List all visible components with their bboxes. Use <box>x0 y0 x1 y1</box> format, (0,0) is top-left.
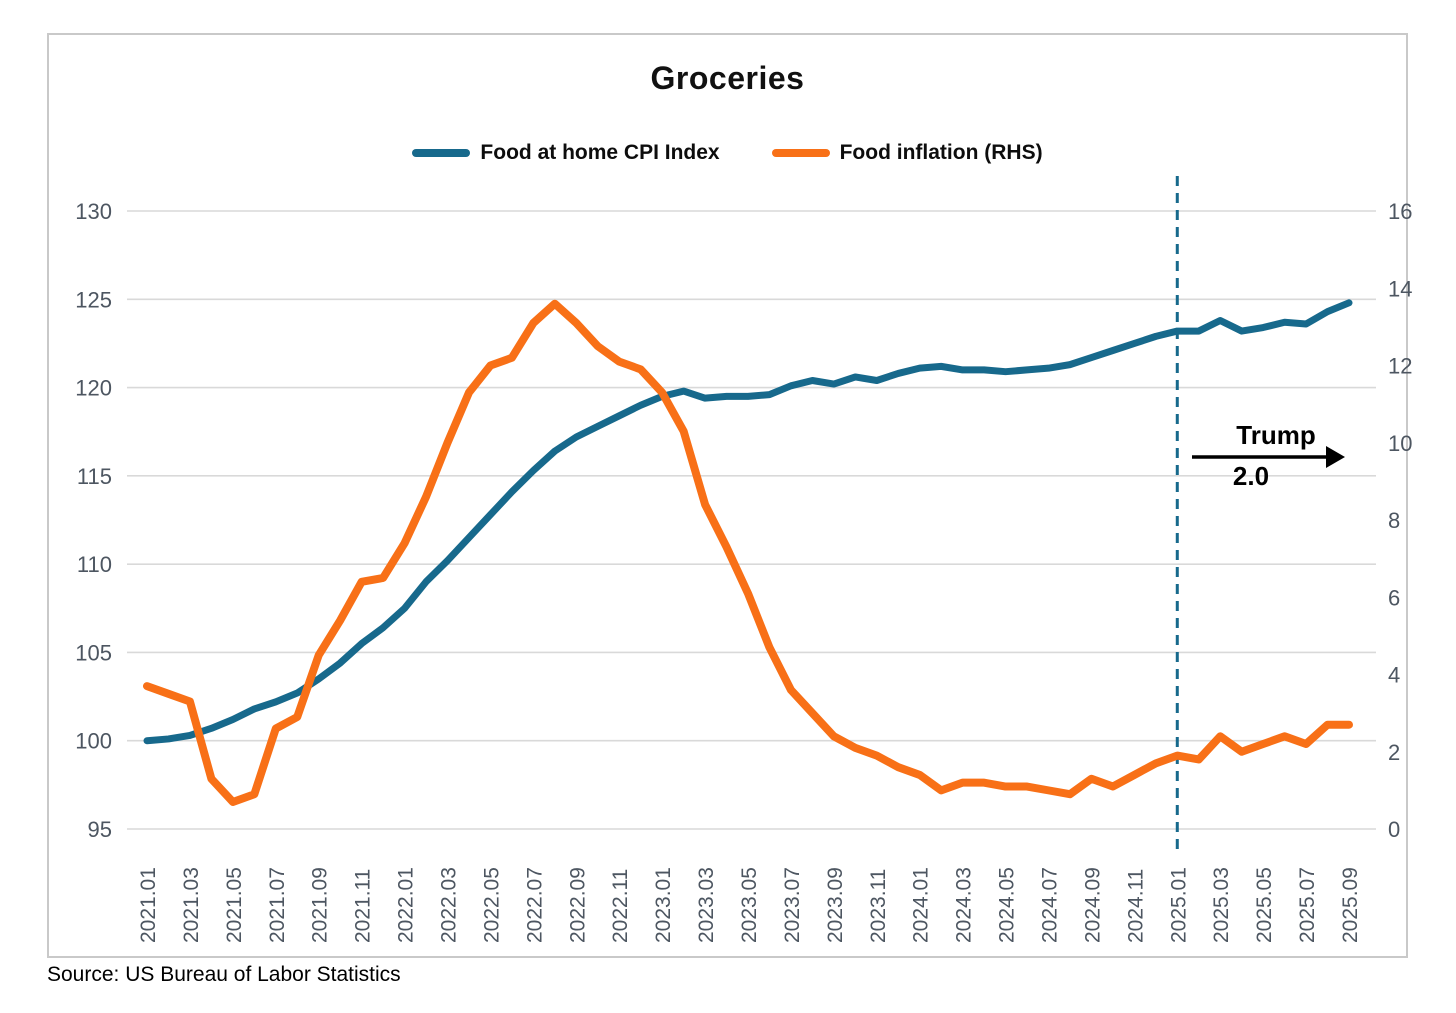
y-axis-right-tick-label: 14 <box>1388 276 1412 301</box>
chart-frame <box>47 33 1408 958</box>
annotation-trump-label: Trump <box>1236 420 1316 450</box>
y-axis-right-tick-label: 10 <box>1388 431 1412 456</box>
x-axis-tick-label: 2022.03 <box>438 867 461 943</box>
x-axis-tick-label: 2022.05 <box>480 867 503 943</box>
x-axis-tick-label: 2022.11 <box>609 869 632 943</box>
trump-2-arrow-head-icon <box>1326 446 1345 468</box>
x-axis-tick-label: 2024.05 <box>996 867 1019 943</box>
x-axis-tick-label: 2024.11 <box>1124 869 1147 943</box>
x-axis-tick-label: 2025.07 <box>1296 867 1319 943</box>
legend-label-cpi-index: Food at home CPI Index <box>480 141 720 164</box>
y-axis-right-tick-label: 0 <box>1388 817 1400 842</box>
y-axis-left-tick-label: 110 <box>77 552 112 577</box>
series-line-cpi-index <box>143 299 1353 745</box>
legend-swatch-cpi-index-icon <box>412 149 471 157</box>
y-axis-left-tick-label: 115 <box>77 464 112 489</box>
y-axis-right-tick-label: 12 <box>1388 354 1412 379</box>
legend-label-food-inflation: Food inflation (RHS) <box>839 141 1043 164</box>
y-axis-right-tick-label: 6 <box>1388 585 1400 610</box>
x-axis-tick-label: 2021.11 <box>352 869 375 943</box>
x-axis-tick-label: 2021.07 <box>266 867 289 943</box>
x-axis-tick-label: 2022.07 <box>523 867 546 943</box>
y-axis-left-tick-label: 120 <box>75 376 112 401</box>
x-axis-tick-label: 2021.05 <box>223 867 246 943</box>
x-axis-tick-label: 2022.09 <box>566 867 589 943</box>
y-axis-right-tick-label: 16 <box>1388 199 1412 224</box>
y-axis-right-tick-label: 2 <box>1388 740 1400 765</box>
chart-title: Groceries <box>650 60 805 96</box>
y-axis-left-tick-label: 95 <box>88 817 112 842</box>
x-axis-tick-label: 2025.01 <box>1167 867 1190 943</box>
legend-swatch-food-inflation-icon <box>771 149 830 157</box>
x-axis-tick-label: 2025.05 <box>1253 867 1276 943</box>
x-axis-tick-label: 2021.09 <box>309 867 332 943</box>
legend-item-food-inflation: Food inflation (RHS) <box>771 141 1043 165</box>
x-axis-tick-label: 2025.09 <box>1339 867 1362 943</box>
x-axis-tick-label: 2024.07 <box>1039 867 1062 943</box>
x-axis-tick-label: 2022.01 <box>395 867 418 943</box>
x-axis-tick-label: 2023.11 <box>867 869 890 943</box>
x-axis-tick-label: 2023.07 <box>781 867 804 943</box>
x-axis-tick-label: 2021.03 <box>180 867 203 943</box>
x-axis-tick-label: 2024.09 <box>1081 867 1104 943</box>
x-axis-tick-label: 2023.09 <box>824 867 847 943</box>
y-axis-right-tick-label: 8 <box>1388 508 1400 533</box>
y-axis-left-tick-label: 130 <box>75 199 112 224</box>
x-axis-tick-label: 2023.01 <box>652 867 675 943</box>
legend: Food at home CPI Index Food inflation (R… <box>47 141 1408 165</box>
y-axis-left-tick-label: 100 <box>75 729 112 754</box>
x-axis-tick-label: 2023.03 <box>695 867 718 943</box>
y-axis-left-tick-label: 105 <box>75 640 112 665</box>
annotation-trump-version-label: 2.0 <box>1232 461 1270 491</box>
x-axis-tick-label: 2025.03 <box>1210 867 1233 943</box>
y-axis-right-tick-label: 4 <box>1388 663 1400 688</box>
x-axis-tick-label: 2024.03 <box>953 867 976 943</box>
legend-item-cpi-index: Food at home CPI Index <box>412 141 720 165</box>
source-caption: Source: US Bureau of Labor Statistics <box>47 963 401 986</box>
y-axis-left-tick-label: 125 <box>75 287 112 312</box>
series-line-food-inflation <box>143 299 1353 806</box>
x-axis-tick-label: 2023.05 <box>738 867 761 943</box>
x-axis-tick-label: 2024.01 <box>910 867 933 943</box>
x-axis-tick-label: 2021.01 <box>137 867 160 943</box>
